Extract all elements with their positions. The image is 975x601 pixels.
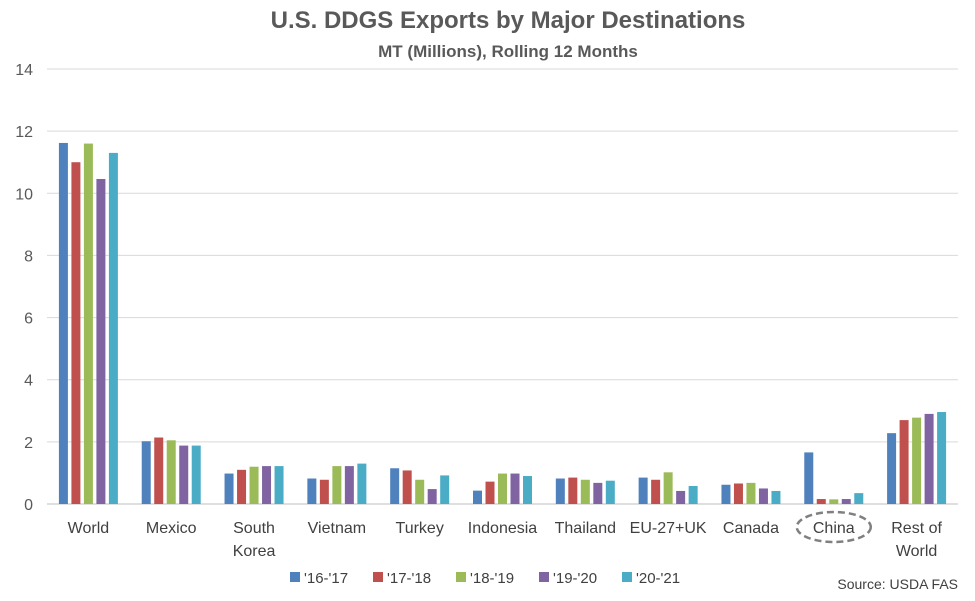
bar [96, 178, 106, 504]
bar [937, 412, 947, 504]
bar [473, 490, 482, 504]
bar [638, 477, 648, 504]
bar [71, 162, 81, 504]
category-label: Vietnam [308, 520, 366, 537]
bar [841, 499, 851, 504]
legend-swatch [539, 572, 549, 582]
category-label: World [68, 520, 110, 537]
category-label: Thailand [555, 520, 616, 537]
bar [307, 478, 317, 504]
bar [440, 475, 450, 504]
legend-label: '16-'17 [304, 570, 348, 587]
bar [344, 466, 354, 504]
bar [427, 489, 437, 504]
bar [555, 478, 565, 504]
bar [83, 143, 93, 505]
bar [498, 473, 507, 504]
chart-subtitle: MT (Millions), Rolling 12 Months [378, 42, 638, 61]
bar [804, 452, 814, 504]
bar [179, 445, 189, 504]
bar [688, 485, 698, 504]
legend-label: '18-'19 [470, 570, 514, 587]
bar [758, 488, 768, 504]
grid [47, 68, 958, 505]
y-tick-label: 10 [15, 186, 33, 203]
legend-label: '20-'21 [636, 570, 680, 587]
bar [510, 473, 520, 504]
bar [816, 499, 826, 504]
category-label: Turkey [396, 520, 444, 537]
category-label: Rest of [891, 520, 942, 537]
bar [154, 437, 164, 504]
y-tick-label: 14 [15, 62, 33, 79]
bar [651, 479, 661, 504]
bar [191, 445, 201, 504]
y-tick-label: 4 [24, 373, 33, 390]
y-tick-label: 6 [24, 311, 33, 328]
legend: '16-'17 '17-'18 '18-'19 '19-'20 '20-'21 [290, 570, 680, 587]
category-label: Korea [233, 543, 276, 560]
bar [733, 483, 743, 504]
bar [237, 469, 247, 504]
x-axis: World Mexico South Korea Vietnam Turkey Indone… [68, 520, 943, 560]
legend-swatch [373, 572, 383, 582]
highlight-ellipse [795, 510, 873, 544]
category-label: EU-27+UK [630, 520, 707, 537]
bar [224, 473, 234, 504]
legend-label: '19-'20 [553, 570, 597, 587]
bar [924, 413, 934, 504]
bar [415, 479, 425, 504]
legend-swatch [456, 572, 466, 582]
bar [676, 490, 686, 504]
bar [912, 417, 922, 504]
bars [58, 142, 947, 505]
category-label: South [233, 520, 275, 537]
bar [58, 142, 68, 504]
bar [746, 482, 756, 504]
bar [771, 490, 781, 504]
category-label: China [813, 520, 855, 537]
y-tick-label: 0 [24, 497, 33, 514]
bar [721, 484, 731, 504]
bar [141, 441, 151, 504]
bar [390, 468, 400, 504]
bar [580, 479, 590, 504]
bar [274, 466, 284, 504]
y-axis: 0 2 4 6 8 10 12 14 [15, 62, 33, 514]
bar [319, 479, 329, 504]
bar [605, 480, 615, 504]
bar [402, 470, 412, 504]
chart-title: U.S. DDGS Exports by Major Destinations [271, 7, 746, 34]
category-label: Indonesia [468, 520, 537, 537]
bar [108, 152, 118, 504]
bar [854, 493, 864, 504]
bar [485, 481, 495, 504]
bar [899, 420, 909, 504]
category-label: Canada [723, 520, 779, 537]
bar [523, 476, 532, 504]
bar [887, 433, 897, 504]
bar [357, 463, 367, 504]
legend-swatch [290, 572, 300, 582]
bar [249, 466, 259, 504]
legend-swatch [622, 572, 632, 582]
y-tick-label: 2 [24, 435, 33, 452]
y-tick-label: 8 [24, 248, 33, 265]
bar [829, 499, 839, 504]
category-label: World [896, 543, 938, 560]
y-tick-label: 12 [15, 124, 33, 141]
source-note: Source: USDA FAS [837, 576, 958, 592]
bar [332, 466, 342, 504]
china-highlight-ellipse [795, 510, 873, 544]
category-label: Mexico [146, 520, 197, 537]
legend-label: '17-'18 [387, 570, 431, 587]
bar [663, 472, 673, 504]
bar [262, 466, 272, 504]
bar [568, 477, 578, 504]
bar [593, 482, 603, 504]
bar [166, 440, 176, 504]
